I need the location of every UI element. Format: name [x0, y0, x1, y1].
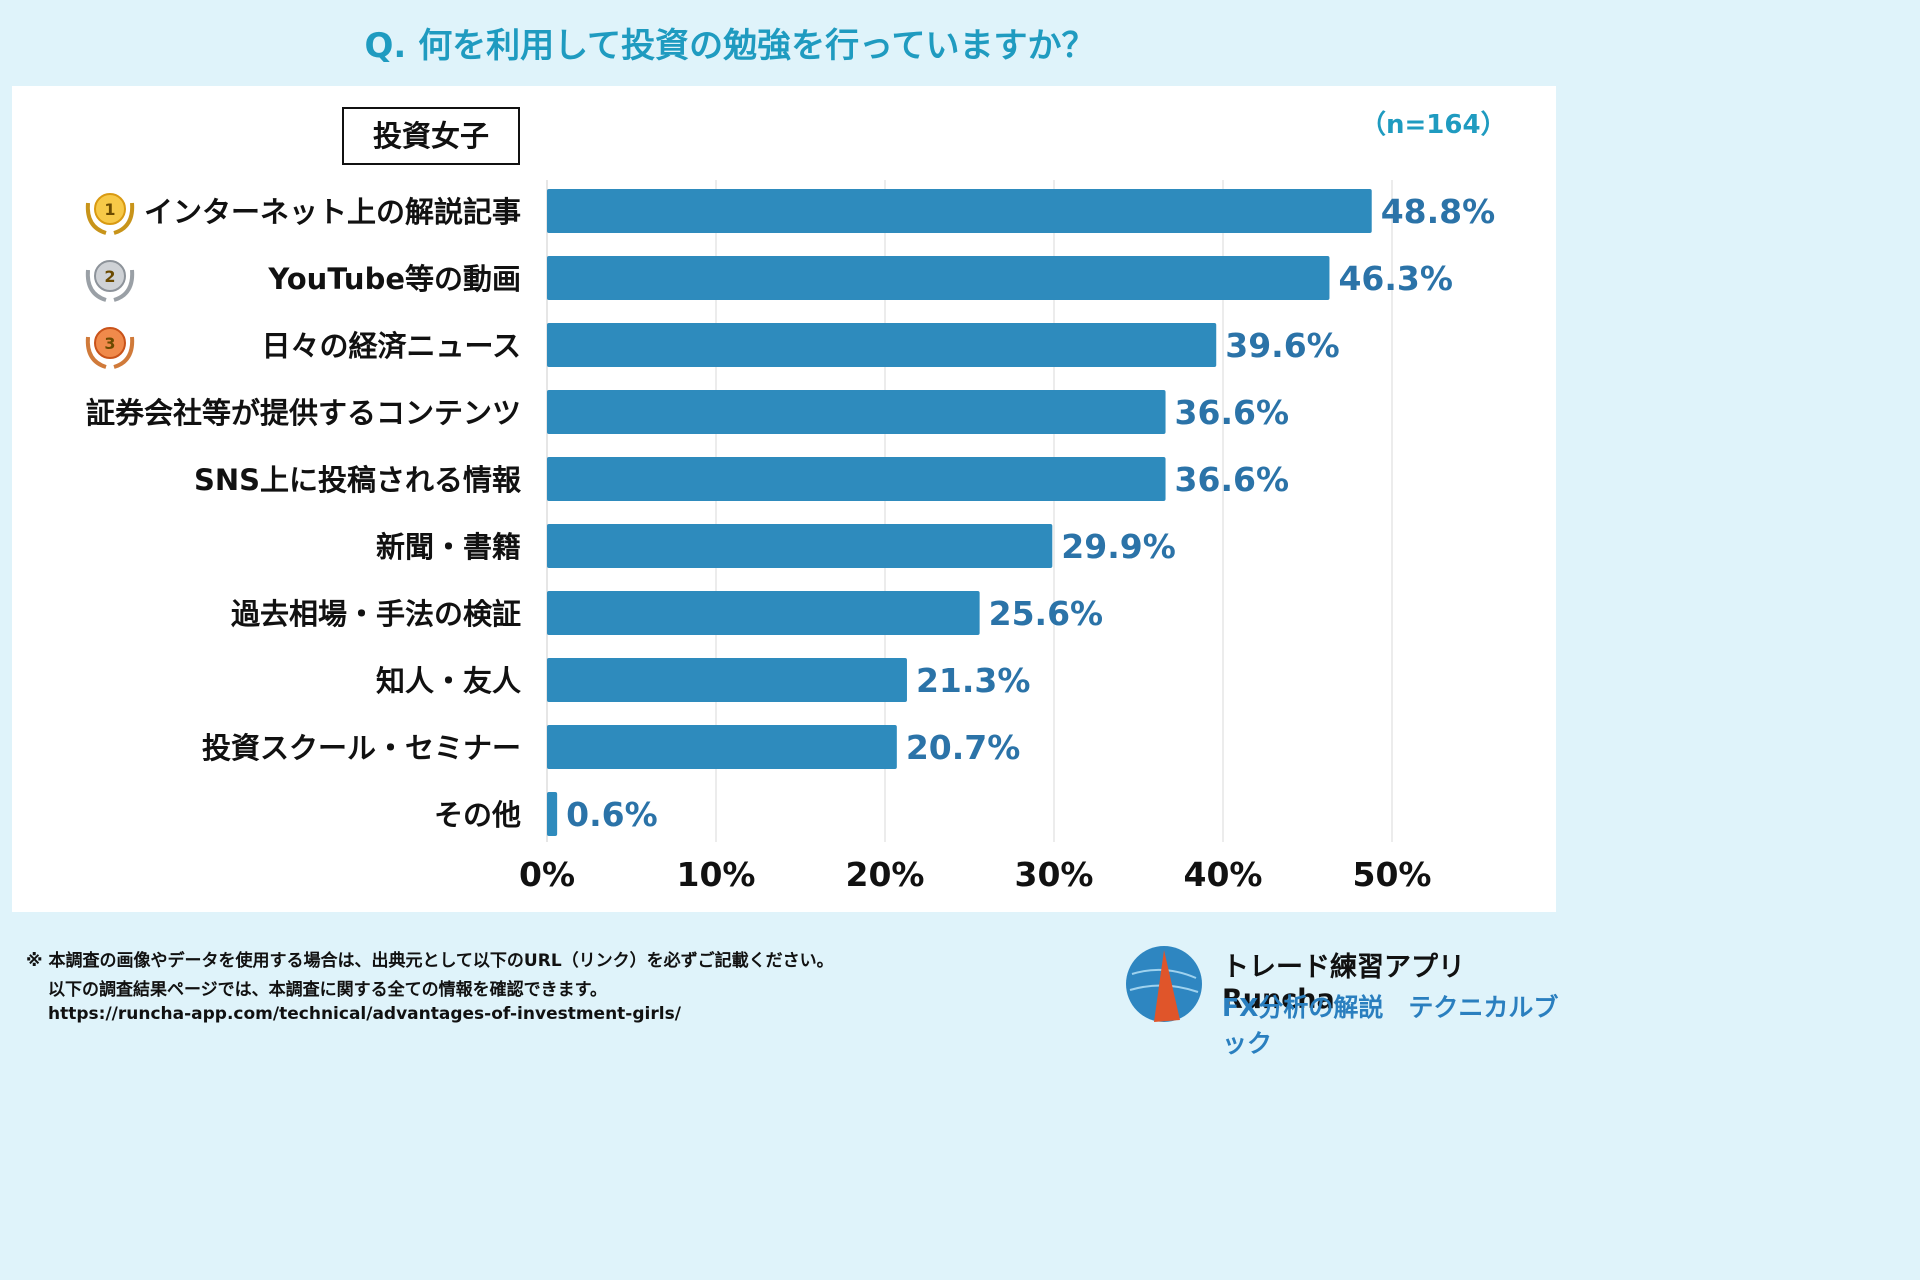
bar	[547, 725, 897, 769]
category-label: 証券会社等が提供するコンテンツ	[86, 396, 521, 430]
bar-value-label: 36.6%	[1175, 393, 1290, 432]
x-tick-label: 50%	[1353, 855, 1432, 894]
footer-note-line2: 以下の調査結果ページでは、本調査に関する全ての情報を確認できます。	[48, 980, 607, 1000]
bar	[547, 390, 1166, 434]
footer-url-link[interactable]: https://runcha-app.com/technical/advanta…	[48, 1004, 681, 1024]
svg-text:3: 3	[104, 334, 115, 353]
runcha-logo-icon	[1126, 946, 1202, 1022]
bar	[547, 524, 1053, 568]
rank-2-medal-icon: 2	[85, 260, 135, 302]
bar-value-label: 48.8%	[1381, 192, 1496, 231]
bar	[547, 591, 980, 635]
sample-size-label: （n=164）	[1360, 110, 1507, 140]
category-label: 投資スクール・セミナー	[202, 731, 521, 765]
bar-chart: 0% 10% 20% 30% 40% 50% 48.8% インターネット上の解説記事 1 46.3…	[85, 180, 1496, 894]
footer-note-line1: ※ 本調査の画像やデータを使用する場合は、出典元として以下のURL（リンク）を必…	[26, 951, 834, 971]
brand-subtitle: FX分析の解説 テクニカルブック	[1222, 993, 1559, 1058]
x-tick-label: 20%	[846, 855, 925, 894]
bar-value-label: 20.7%	[906, 728, 1021, 767]
bar-value-label: 29.9%	[1061, 527, 1176, 566]
bar-value-label: 25.6%	[989, 594, 1104, 633]
bar	[547, 323, 1217, 367]
x-tick-label: 40%	[1184, 855, 1263, 894]
rank-3-medal-icon: 3	[85, 327, 135, 369]
category-label: 日々の経済ニュース	[261, 329, 521, 363]
category-label: 過去相場・手法の検証	[231, 597, 521, 631]
brand-name: トレード練習アプリ Runcha	[1222, 952, 1492, 1015]
rank-1-medal-icon: 1	[85, 193, 135, 235]
svg-text:1: 1	[104, 200, 115, 219]
bar-value-label: 21.3%	[916, 661, 1031, 700]
bar	[547, 457, 1166, 501]
x-tick-label: 30%	[1015, 855, 1094, 894]
bar-value-label: 46.3%	[1338, 259, 1453, 298]
svg-text:2: 2	[104, 267, 115, 286]
question-title: Q. 何を利用して投資の勉強を行っていますか？	[364, 26, 1096, 66]
bar	[547, 658, 907, 702]
bar-value-label: 36.6%	[1175, 460, 1290, 499]
category-label: 新聞・書籍	[376, 530, 521, 564]
category-label: インターネット上の解説記事	[144, 195, 521, 229]
category-label: 知人・友人	[376, 664, 521, 698]
bar	[547, 256, 1330, 300]
group-label: 投資女子	[342, 107, 520, 165]
category-label: その他	[434, 798, 521, 832]
x-tick-label: 10%	[677, 855, 756, 894]
category-label: YouTube等の動画	[267, 262, 521, 296]
bar-value-label: 0.6%	[566, 795, 658, 834]
category-label: SNS上に投稿される情報	[194, 463, 522, 497]
bar	[547, 792, 558, 836]
x-tick-label: 0%	[519, 855, 575, 894]
bar	[547, 189, 1372, 233]
bar-value-label: 39.6%	[1225, 326, 1340, 365]
